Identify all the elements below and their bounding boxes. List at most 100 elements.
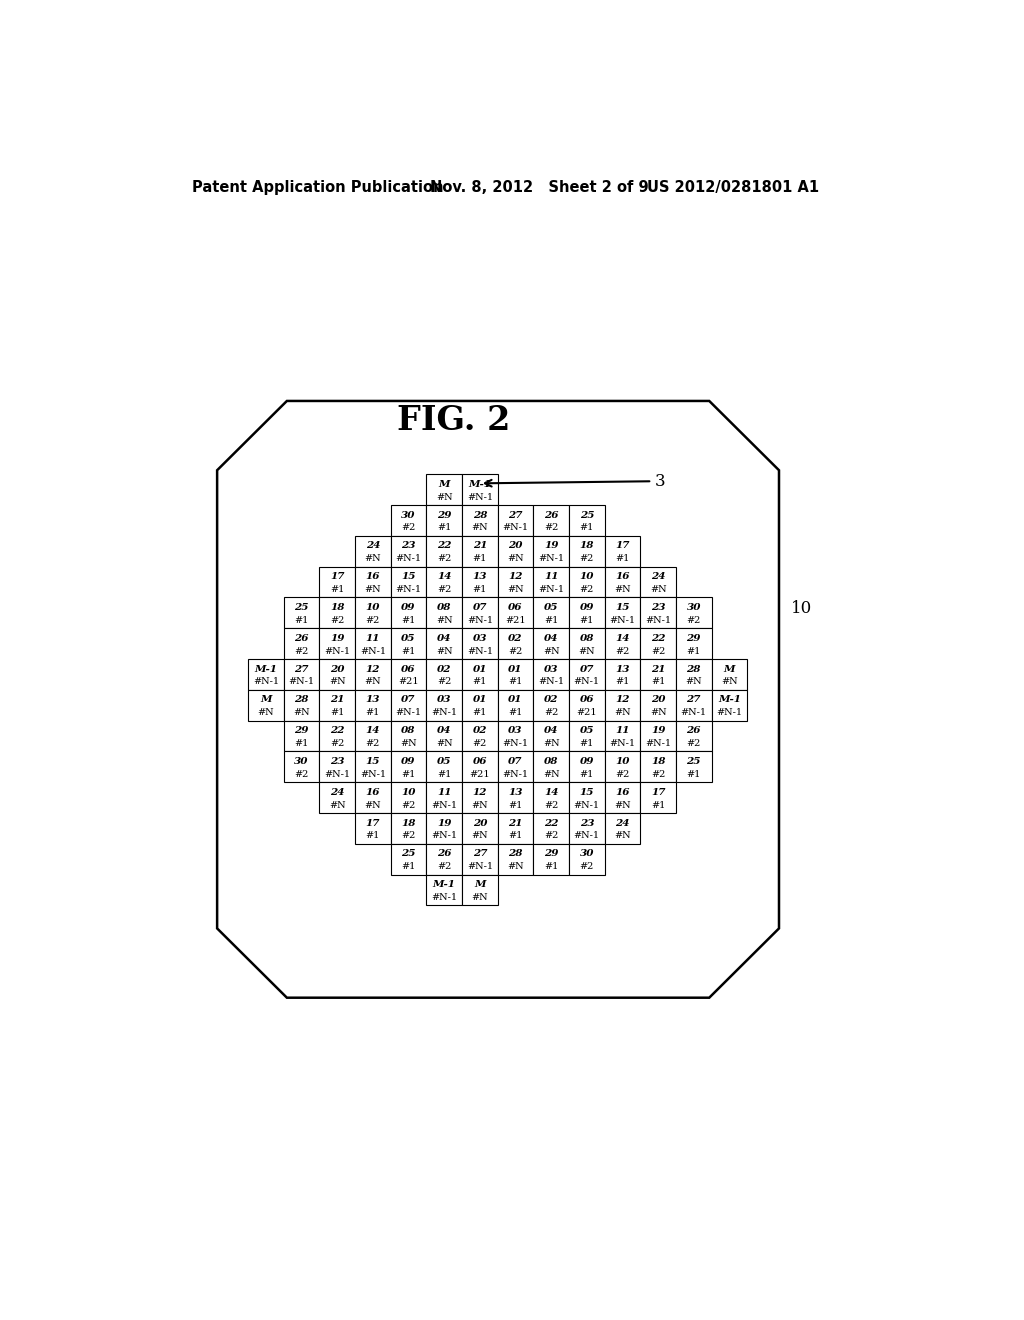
- Text: #N-1: #N-1: [503, 770, 528, 779]
- Text: #2: #2: [651, 770, 666, 779]
- Text: 13: 13: [473, 572, 487, 581]
- Text: 03: 03: [473, 634, 487, 643]
- Text: 29: 29: [294, 726, 309, 735]
- Bar: [569, 536, 604, 566]
- Text: #1: #1: [330, 709, 344, 717]
- Text: #2: #2: [366, 739, 380, 748]
- Text: 26: 26: [544, 511, 558, 520]
- Bar: [604, 689, 640, 721]
- Text: #N: #N: [365, 554, 381, 564]
- Text: 03: 03: [437, 696, 452, 705]
- Text: 25: 25: [686, 756, 701, 766]
- Text: 24: 24: [366, 541, 380, 550]
- Text: #N-1: #N-1: [253, 677, 279, 686]
- Bar: [426, 689, 462, 721]
- Bar: [319, 659, 355, 689]
- Text: 15: 15: [401, 572, 416, 581]
- Bar: [355, 751, 391, 781]
- Text: #2: #2: [544, 524, 558, 532]
- Text: 30: 30: [580, 849, 594, 858]
- Bar: [640, 721, 676, 751]
- Bar: [391, 659, 426, 689]
- Text: #N: #N: [614, 585, 631, 594]
- Text: 16: 16: [366, 572, 380, 581]
- Bar: [498, 689, 534, 721]
- Text: #1: #1: [473, 677, 487, 686]
- Text: #1: #1: [366, 832, 380, 841]
- Bar: [640, 566, 676, 598]
- Text: #1: #1: [544, 616, 558, 624]
- Bar: [676, 659, 712, 689]
- Text: 09: 09: [401, 756, 416, 766]
- Text: #N-1: #N-1: [325, 770, 350, 779]
- Text: #N: #N: [471, 832, 488, 841]
- Bar: [426, 536, 462, 566]
- Text: #N-1: #N-1: [431, 801, 458, 809]
- Bar: [462, 536, 498, 566]
- Bar: [426, 506, 462, 536]
- Text: #N: #N: [365, 801, 381, 809]
- Text: 11: 11: [366, 634, 380, 643]
- Text: #N: #N: [400, 739, 417, 748]
- Text: 13: 13: [366, 696, 380, 705]
- Text: 21: 21: [508, 818, 522, 828]
- Bar: [569, 813, 604, 843]
- Bar: [391, 751, 426, 781]
- Text: 09: 09: [580, 756, 594, 766]
- Text: #N: #N: [614, 832, 631, 841]
- Text: 21: 21: [473, 541, 487, 550]
- Bar: [569, 689, 604, 721]
- Text: 27: 27: [294, 664, 309, 673]
- Bar: [604, 813, 640, 843]
- Bar: [462, 628, 498, 659]
- Text: #2: #2: [615, 770, 630, 779]
- Text: 24: 24: [615, 818, 630, 828]
- Text: 15: 15: [366, 756, 380, 766]
- Text: #21: #21: [505, 616, 525, 624]
- Text: 18: 18: [330, 603, 344, 612]
- Text: 26: 26: [294, 634, 309, 643]
- Text: 26: 26: [437, 849, 452, 858]
- Bar: [462, 689, 498, 721]
- Text: 08: 08: [544, 756, 558, 766]
- Bar: [391, 813, 426, 843]
- Bar: [498, 781, 534, 813]
- Text: #N-1: #N-1: [467, 647, 493, 656]
- Text: #N: #N: [365, 677, 381, 686]
- Text: 10: 10: [580, 572, 594, 581]
- Bar: [569, 721, 604, 751]
- Text: 14: 14: [366, 726, 380, 735]
- Text: 07: 07: [473, 603, 487, 612]
- Bar: [391, 628, 426, 659]
- Text: M-1: M-1: [254, 664, 278, 673]
- Text: 30: 30: [401, 511, 416, 520]
- Text: 01: 01: [473, 664, 487, 673]
- Text: 23: 23: [401, 541, 416, 550]
- Bar: [604, 751, 640, 781]
- Text: #N: #N: [721, 677, 737, 686]
- Bar: [355, 659, 391, 689]
- Bar: [462, 566, 498, 598]
- Text: 21: 21: [330, 696, 344, 705]
- Text: #1: #1: [437, 524, 452, 532]
- Bar: [534, 813, 569, 843]
- Text: #2: #2: [508, 647, 522, 656]
- Text: #N-1: #N-1: [289, 677, 314, 686]
- Bar: [569, 598, 604, 628]
- Bar: [534, 566, 569, 598]
- Text: 11: 11: [544, 572, 558, 581]
- Text: #N: #N: [543, 647, 559, 656]
- Bar: [712, 659, 748, 689]
- Text: 16: 16: [615, 788, 630, 797]
- Text: #2: #2: [366, 616, 380, 624]
- Bar: [391, 536, 426, 566]
- Text: #N: #N: [543, 739, 559, 748]
- Bar: [534, 598, 569, 628]
- Text: #N: #N: [614, 709, 631, 717]
- Text: #2: #2: [580, 554, 594, 564]
- Text: 22: 22: [437, 541, 452, 550]
- Text: #N: #N: [329, 801, 345, 809]
- Bar: [640, 751, 676, 781]
- Bar: [284, 721, 319, 751]
- Text: Patent Application Publication: Patent Application Publication: [191, 180, 443, 195]
